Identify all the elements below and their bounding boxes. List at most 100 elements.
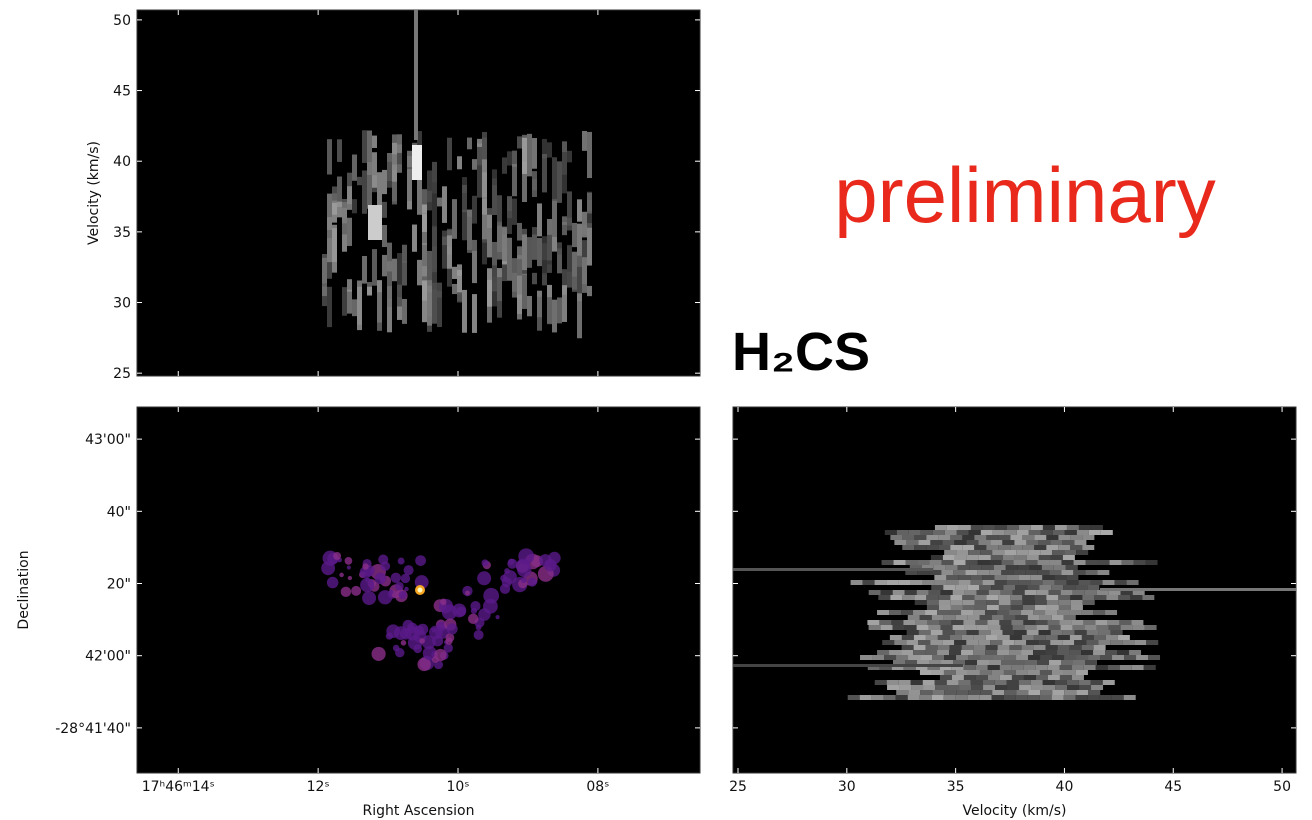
emission	[1007, 685, 1020, 690]
emission	[1057, 650, 1070, 655]
emission	[999, 675, 1012, 680]
emission	[377, 172, 382, 210]
emission	[1090, 525, 1103, 530]
emission	[892, 625, 905, 630]
emission	[991, 695, 1004, 700]
emission	[958, 575, 971, 580]
emission	[1094, 595, 1107, 600]
emission	[557, 242, 562, 255]
emission	[1076, 655, 1089, 660]
emission	[1028, 530, 1041, 535]
emission	[891, 620, 904, 625]
emission	[1062, 630, 1075, 635]
emission	[367, 130, 372, 176]
emission	[552, 299, 557, 333]
emission	[512, 258, 517, 298]
emission	[949, 610, 962, 615]
emission	[502, 261, 507, 282]
emission	[1026, 630, 1039, 635]
emission	[326, 576, 339, 589]
emission	[492, 169, 497, 186]
emission	[1114, 580, 1127, 585]
emission	[954, 640, 967, 645]
emission	[587, 192, 592, 214]
emission	[1123, 695, 1136, 700]
emission	[567, 150, 572, 163]
emission	[1066, 580, 1079, 585]
emission	[988, 590, 1001, 595]
emission	[342, 287, 347, 316]
emission	[961, 635, 974, 640]
emission	[582, 257, 587, 293]
emission	[1015, 585, 1028, 590]
emission	[544, 558, 557, 572]
emission	[1087, 695, 1100, 700]
emission	[399, 628, 412, 640]
emission	[562, 285, 567, 322]
emission	[1038, 630, 1051, 635]
emission	[968, 690, 981, 695]
emission	[1075, 670, 1088, 675]
emission	[434, 648, 447, 662]
emission	[930, 540, 943, 545]
emission	[1070, 545, 1083, 550]
emission	[1061, 660, 1074, 665]
y-axis-label: Velocity (km/s)	[86, 141, 102, 245]
emission	[1033, 645, 1046, 650]
emission	[985, 645, 998, 650]
emission	[1058, 545, 1071, 550]
emission	[1070, 600, 1083, 605]
emission	[400, 573, 411, 584]
emission	[1078, 525, 1091, 530]
emission	[937, 645, 950, 650]
emission	[402, 298, 407, 324]
emission	[387, 299, 392, 333]
emission	[1146, 640, 1159, 645]
emission	[347, 575, 353, 581]
emission	[1055, 685, 1068, 690]
emission	[1057, 610, 1070, 615]
emission	[1018, 575, 1031, 580]
emission	[871, 695, 884, 700]
emission	[942, 555, 955, 560]
emission	[377, 590, 393, 605]
emission	[872, 655, 885, 660]
emission	[1121, 560, 1134, 565]
emission	[527, 237, 532, 268]
emission	[1067, 685, 1080, 690]
emission	[1112, 655, 1125, 660]
emission	[417, 259, 422, 286]
emission	[938, 595, 951, 600]
emission	[970, 575, 983, 580]
emission	[443, 643, 453, 653]
emission	[1040, 530, 1053, 535]
emission	[997, 610, 1010, 615]
emission	[1065, 565, 1078, 570]
emission	[944, 550, 957, 555]
emission	[1066, 575, 1079, 580]
emission	[1021, 635, 1034, 640]
emission	[482, 198, 487, 243]
emission	[979, 695, 992, 700]
emission	[896, 530, 909, 535]
emission	[1108, 590, 1121, 595]
emission	[327, 286, 332, 328]
emission	[1016, 530, 1029, 535]
emission	[883, 695, 896, 700]
emission	[958, 580, 971, 585]
emission	[905, 660, 918, 665]
emission	[962, 545, 975, 550]
emission	[1026, 640, 1039, 645]
emission	[1009, 645, 1022, 650]
emission	[942, 630, 955, 635]
emission	[447, 137, 452, 171]
emission	[1045, 635, 1058, 640]
emission	[943, 615, 956, 620]
emission	[1049, 560, 1062, 565]
emission	[1087, 585, 1100, 590]
emission	[966, 555, 979, 560]
emission	[1039, 695, 1052, 700]
emission	[968, 530, 981, 535]
emission	[415, 555, 426, 567]
emission	[477, 138, 482, 147]
